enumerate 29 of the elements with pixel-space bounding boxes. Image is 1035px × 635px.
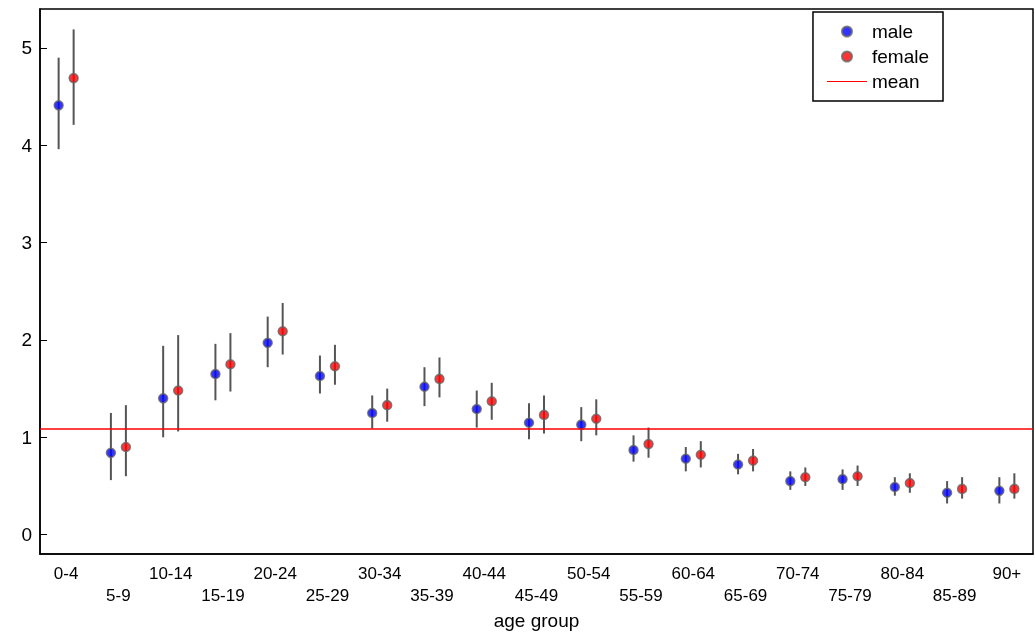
legend-label: female	[871, 46, 929, 67]
x-tick-label: 85-89	[932, 585, 977, 605]
legend-label: mean	[871, 71, 920, 92]
x-tick-label: 80-84	[880, 563, 925, 583]
x-tick-label: 60-64	[671, 563, 716, 583]
x-tick-label: 40-44	[462, 563, 506, 583]
x-tick-label: 5-9	[106, 585, 131, 605]
y-tick-label: 5	[21, 37, 32, 59]
x-tick-label: 30-34	[357, 563, 402, 583]
y-tick-label: 0	[21, 524, 32, 546]
y-tick-label: 3	[21, 232, 32, 254]
legend-label: male	[871, 21, 914, 42]
x-tick-label: 20-24	[253, 563, 297, 583]
x-tick-label: 55-59	[619, 585, 663, 605]
x-tick-label: 45-49	[514, 585, 559, 605]
x-tick-label: 15-19	[201, 585, 245, 605]
x-tick-label: 70-74	[776, 563, 820, 583]
y-tick-label: 1	[21, 426, 32, 448]
x-tick-label: 25-29	[305, 585, 350, 605]
x-tick-label: 10-14	[148, 563, 193, 583]
x-tick-label: 90+	[992, 563, 1022, 583]
x-axis-title: age group	[493, 610, 580, 631]
x-tick-label: 35-39	[410, 585, 454, 605]
x-tick-label: 75-79	[828, 585, 872, 605]
x-tick-label: 65-69	[723, 585, 768, 605]
x-tick-label: 0-4	[53, 563, 79, 583]
x-tick-label: 50-54	[567, 563, 611, 583]
y-tick-label: 4	[21, 134, 33, 156]
y-tick-label: 2	[21, 329, 32, 351]
